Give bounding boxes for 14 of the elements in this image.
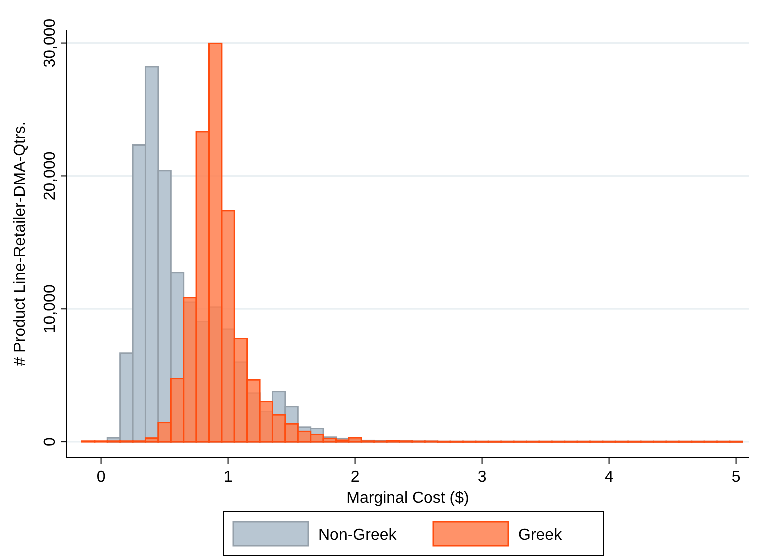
x-axis-title: Marginal Cost ($) (346, 490, 470, 507)
y-tick-label: 0 (42, 438, 59, 447)
x-tick-label: 4 (604, 469, 614, 486)
x-tick-label: 5 (732, 469, 741, 486)
legend-label: Non-Greek (318, 527, 398, 544)
y-tick-label: 30,000 (42, 18, 59, 68)
x-tick-label: 1 (224, 469, 233, 486)
y-tick-label: 10,000 (42, 284, 59, 334)
x-tick-label: 3 (478, 469, 487, 486)
y-axis-title: # Product Line-Retailer-DMA-Qtrs. (12, 122, 29, 366)
x-tick-label: 2 (350, 469, 360, 486)
legend-label: Greek (518, 527, 564, 544)
x-tick-label: 0 (96, 469, 106, 486)
y-tick-label: 20,000 (42, 152, 59, 201)
